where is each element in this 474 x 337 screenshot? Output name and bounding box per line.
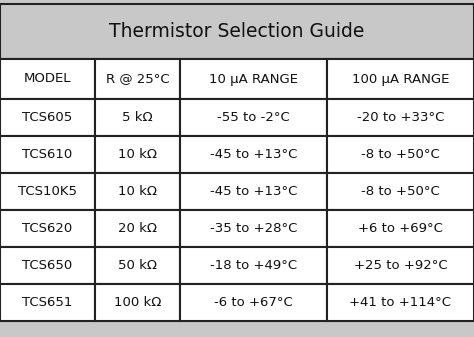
Bar <box>95 99 180 136</box>
Text: TCS651: TCS651 <box>22 296 73 309</box>
Text: 20 kΩ: 20 kΩ <box>118 222 157 235</box>
Bar <box>95 284 180 321</box>
Text: MODEL: MODEL <box>24 72 71 86</box>
Bar <box>180 59 327 99</box>
Text: TCS650: TCS650 <box>22 259 73 272</box>
Text: +41 to +114°C: +41 to +114°C <box>349 296 452 309</box>
Text: TCS605: TCS605 <box>22 111 73 124</box>
Text: R @ 25°C: R @ 25°C <box>106 72 169 86</box>
Text: -45 to +13°C: -45 to +13°C <box>210 148 297 161</box>
Bar <box>327 99 474 136</box>
Bar <box>0 284 95 321</box>
Text: -8 to +50°C: -8 to +50°C <box>361 185 440 198</box>
Text: 10 kΩ: 10 kΩ <box>118 185 157 198</box>
Text: -35 to +28°C: -35 to +28°C <box>210 222 297 235</box>
Bar <box>0 99 95 136</box>
Bar <box>0 173 95 210</box>
Bar <box>0 136 95 173</box>
Bar <box>95 210 180 247</box>
Bar <box>327 247 474 284</box>
Bar <box>327 284 474 321</box>
Bar <box>95 247 180 284</box>
Bar <box>180 210 327 247</box>
Bar <box>95 173 180 210</box>
Bar <box>95 59 180 99</box>
Bar <box>0 247 95 284</box>
Text: TCS620: TCS620 <box>22 222 73 235</box>
Text: TCS10K5: TCS10K5 <box>18 185 77 198</box>
Bar <box>180 284 327 321</box>
Bar <box>0 4 474 59</box>
Text: -6 to +67°C: -6 to +67°C <box>214 296 293 309</box>
Bar <box>327 59 474 99</box>
Bar <box>180 173 327 210</box>
Text: 100 kΩ: 100 kΩ <box>114 296 161 309</box>
Text: TCS610: TCS610 <box>22 148 73 161</box>
Text: +25 to +92°C: +25 to +92°C <box>354 259 447 272</box>
Bar <box>327 136 474 173</box>
Text: 100 μA RANGE: 100 μA RANGE <box>352 72 449 86</box>
Text: 50 kΩ: 50 kΩ <box>118 259 157 272</box>
Text: -45 to +13°C: -45 to +13°C <box>210 185 297 198</box>
Text: -18 to +49°C: -18 to +49°C <box>210 259 297 272</box>
Bar <box>180 99 327 136</box>
Text: -8 to +50°C: -8 to +50°C <box>361 148 440 161</box>
Text: +6 to +69°C: +6 to +69°C <box>358 222 443 235</box>
Bar <box>180 247 327 284</box>
Text: 10 μA RANGE: 10 μA RANGE <box>209 72 298 86</box>
Text: -55 to -2°C: -55 to -2°C <box>217 111 290 124</box>
Bar <box>0 210 95 247</box>
Text: -20 to +33°C: -20 to +33°C <box>357 111 444 124</box>
Bar <box>0 59 95 99</box>
Bar <box>327 173 474 210</box>
Bar <box>327 210 474 247</box>
Text: 10 kΩ: 10 kΩ <box>118 148 157 161</box>
Bar <box>180 136 327 173</box>
Bar <box>95 136 180 173</box>
Text: 5 kΩ: 5 kΩ <box>122 111 153 124</box>
Text: Thermistor Selection Guide: Thermistor Selection Guide <box>109 22 365 41</box>
